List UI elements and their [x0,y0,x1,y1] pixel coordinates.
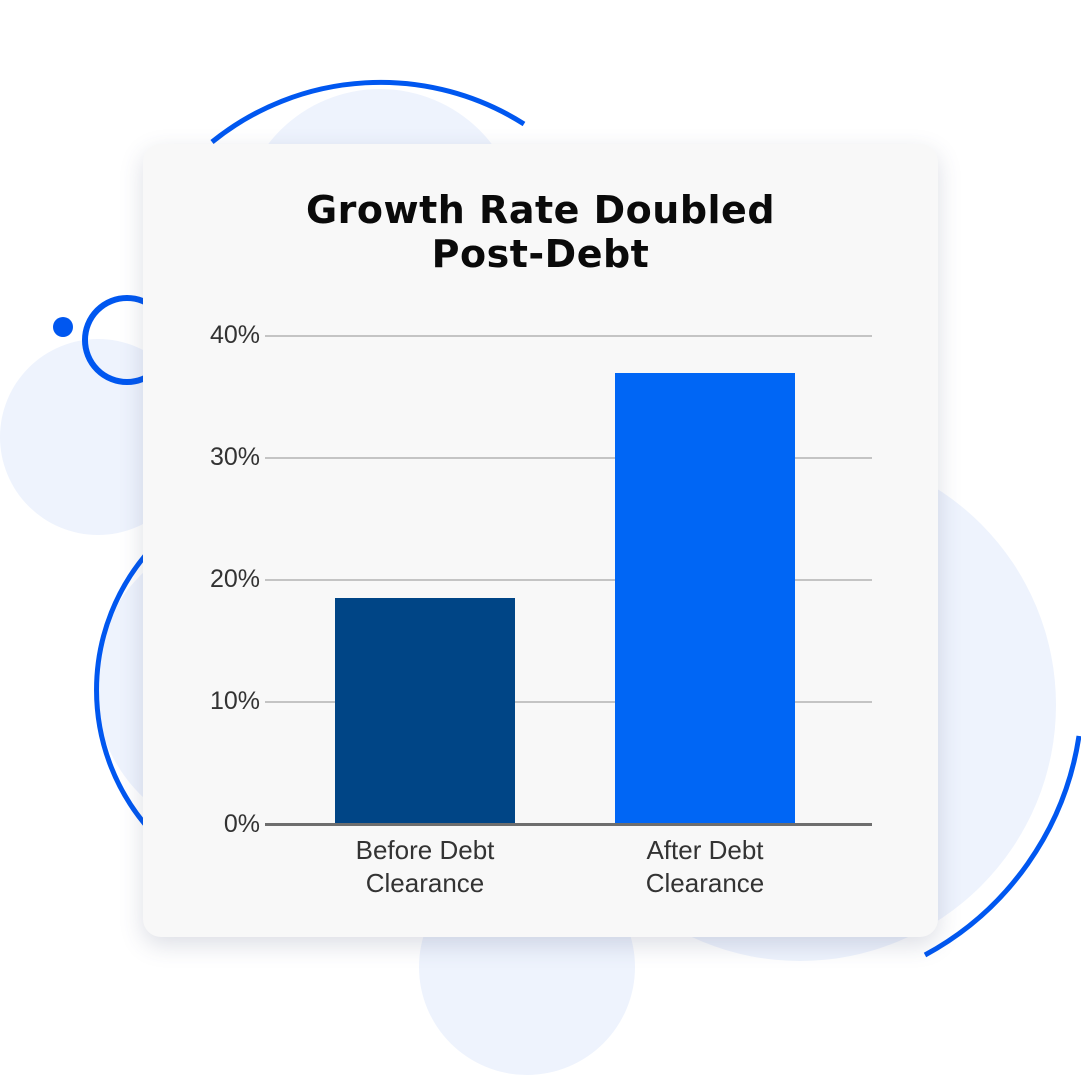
xlabel-after: After Debt Clearance [585,834,825,900]
x-axis-line [265,823,872,826]
gridline-20 [265,579,872,581]
dot [53,317,73,337]
gridline-10 [265,701,872,703]
xlabel-before-line-1: Before Debt [355,835,495,865]
gridline-40 [265,335,872,337]
title-line-1: Growth Rate Doubled [305,188,776,232]
ytick-40: 40% [209,321,260,349]
ytick-30: 30% [209,443,260,471]
chart-title: Growth Rate Doubled Post-Debt [143,188,938,276]
xlabel-before: Before Debt Clearance [305,834,545,900]
xlabel-before-line-2: Clearance [365,868,485,898]
ytick-0: 0% [223,810,260,838]
bar-before-debt-clearance [335,598,515,825]
xlabel-after-line-1: After Debt [646,835,764,865]
ytick-10: 10% [209,687,260,715]
ytick-20: 20% [209,565,260,593]
chart-card: Growth Rate Doubled Post-Debt 40% 30% 20… [143,144,938,937]
xlabel-after-line-2: Clearance [645,868,765,898]
arc-left [94,548,152,832]
bar-after-debt-clearance [615,373,795,825]
arc-right [923,735,1081,958]
title-line-2: Post-Debt [431,232,650,276]
arc-top [210,79,526,144]
gridline-30 [265,457,872,459]
